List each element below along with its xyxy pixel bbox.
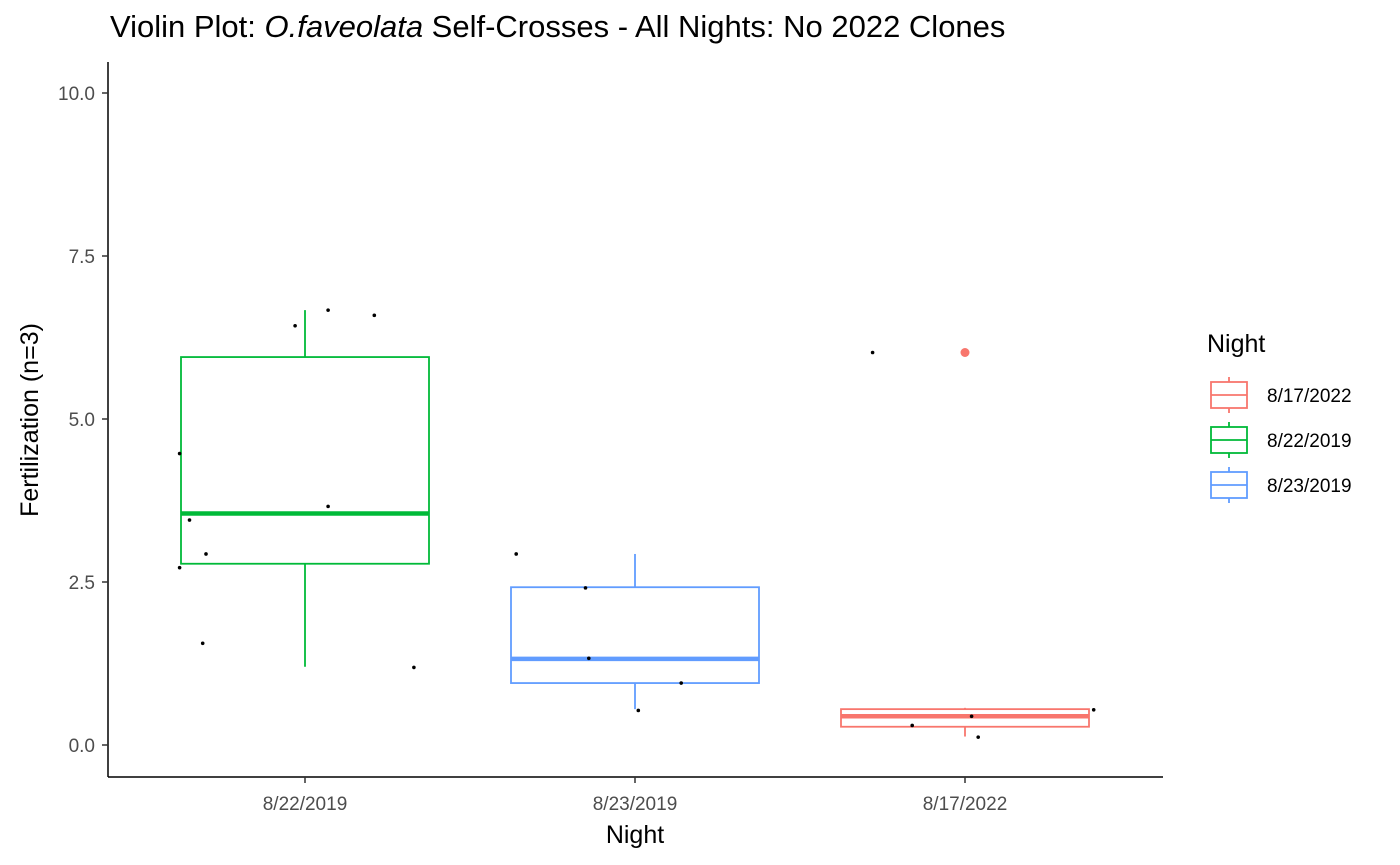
chart-title-species: O.faveolata: [264, 9, 424, 44]
outlier-point: [960, 347, 970, 357]
y-tick-label: 5.0: [69, 410, 95, 431]
legend-item-8-22-2019: 8/22/2019: [1210, 422, 1352, 458]
chart-title-prefix: Violin Plot:: [110, 9, 265, 44]
legend-label: 8/23/2019: [1267, 476, 1352, 497]
data-point: [587, 656, 591, 661]
data-point: [293, 323, 297, 328]
data-point: [200, 641, 205, 646]
data-point: [870, 350, 875, 355]
x-axis-title: Night: [606, 821, 664, 849]
legend-title: Night: [1207, 330, 1265, 358]
data-point: [204, 552, 208, 556]
data-point: [177, 565, 182, 570]
data-point: [514, 552, 518, 556]
data-point: [679, 681, 683, 685]
chart-title-suffix: Self-Crosses - All Nights: No 2022 Clone…: [423, 9, 1006, 44]
x-axis-ticks: 8/22/2019 8/23/2019 8/17/2022: [263, 777, 1008, 815]
data-point: [412, 665, 416, 670]
data-point: [1091, 707, 1096, 712]
y-tick-label: 10.0: [58, 84, 95, 105]
data-point: [187, 518, 192, 522]
y-axis-title: Fertilization (n=3): [16, 323, 44, 517]
data-point: [910, 723, 914, 728]
box-iqr: [180, 356, 430, 565]
box-8-22-2019: [180, 310, 430, 667]
legend: Night 8/17/2022 8/22/2019 8/23/2019: [1207, 330, 1352, 503]
legend-label: 8/17/2022: [1267, 386, 1352, 407]
legend-item-8-23-2019: 8/23/2019: [1210, 467, 1352, 503]
data-point: [969, 714, 974, 719]
y-tick-label: 2.5: [69, 573, 95, 594]
x-tick-label: 8/17/2022: [923, 794, 1008, 815]
data-point: [372, 313, 377, 318]
legend-label: 8/22/2019: [1267, 431, 1352, 452]
points-layer: [177, 308, 1096, 739]
boxes-layer: [180, 310, 1090, 737]
data-point: [177, 451, 182, 456]
box-8-17-2022: [840, 347, 1090, 737]
data-point: [583, 586, 588, 590]
x-tick-label: 8/22/2019: [263, 794, 348, 815]
data-point: [976, 735, 980, 739]
y-axis-ticks: 0.0 2.5 5.0 7.5 10.0: [58, 84, 108, 757]
y-tick-label: 7.5: [69, 247, 95, 268]
box-iqr: [510, 586, 760, 684]
data-point: [326, 308, 330, 312]
data-point: [326, 504, 330, 509]
chart-title: Violin Plot: O.faveolata Self-Crosses - …: [110, 9, 1005, 45]
x-tick-label: 8/23/2019: [593, 794, 678, 815]
data-point: [636, 708, 641, 713]
y-tick-label: 0.0: [69, 736, 95, 757]
box-8-23-2019: [510, 553, 760, 710]
legend-item-8-17-2022: 8/17/2022: [1210, 377, 1352, 413]
